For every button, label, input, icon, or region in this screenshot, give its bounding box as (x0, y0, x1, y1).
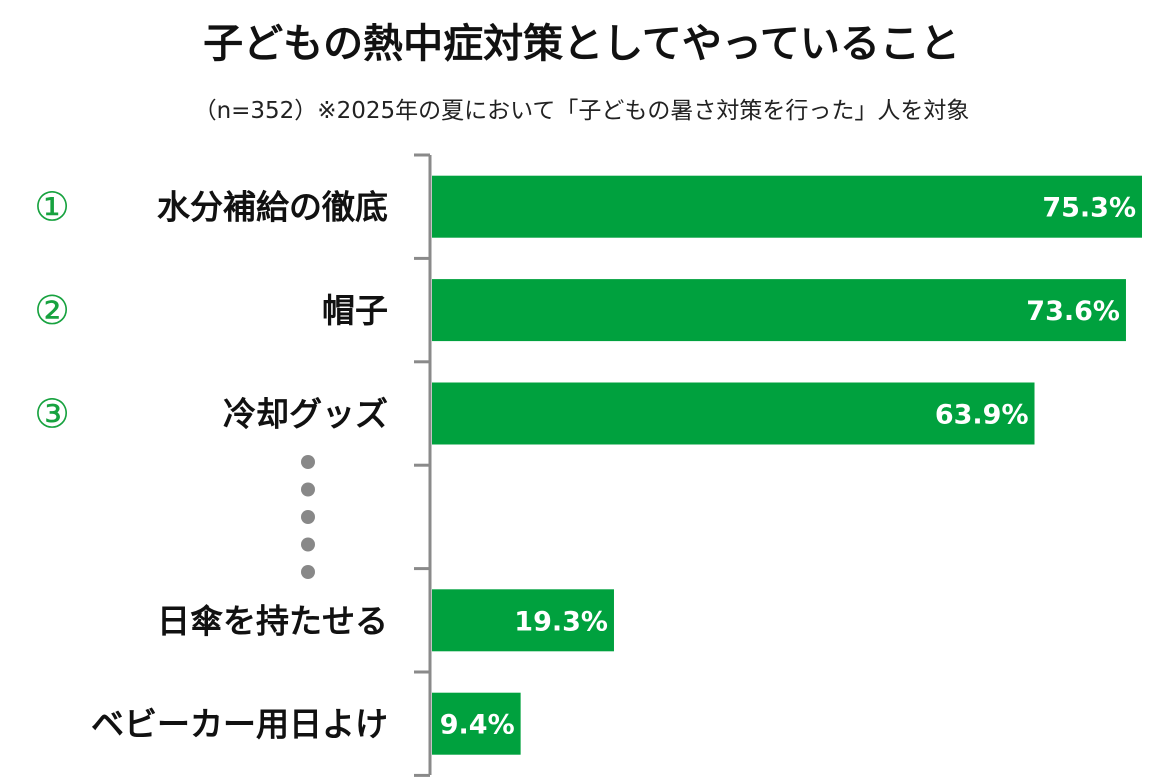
ellipsis-dot (301, 565, 315, 579)
bar (432, 382, 1035, 445)
bar (432, 279, 1126, 342)
category-label: 水分補給の徹底 (157, 188, 388, 227)
ellipsis-dot (301, 537, 315, 552)
chart-subtitle: （n=352）※2025年の夏において「子どもの暑さ対策を行った」人を対象 (193, 98, 970, 124)
category-label: 帽子 (322, 291, 388, 330)
rank-marker: ③ (34, 392, 70, 438)
bar (432, 692, 521, 755)
rank-marker: ② (34, 288, 70, 334)
category-label: 日傘を持たせる (157, 601, 388, 640)
bar (432, 589, 614, 652)
ellipsis-dot (301, 455, 315, 469)
bar (432, 175, 1142, 238)
ellipsis-dot (301, 482, 315, 497)
chart-title: 子どもの熱中症対策としてやっていること (203, 21, 960, 67)
category-label: ベビーカー用日よけ (91, 705, 388, 744)
value-label: 75.3% (1042, 193, 1136, 224)
value-label: 19.3% (514, 606, 608, 637)
ellipsis-dot (301, 510, 315, 524)
category-label: 冷却グッズ (223, 395, 388, 434)
value-label: 73.6% (1026, 296, 1120, 327)
value-label: 9.4% (440, 710, 515, 741)
rank-marker: ① (34, 185, 70, 231)
value-label: 63.9% (935, 400, 1029, 431)
